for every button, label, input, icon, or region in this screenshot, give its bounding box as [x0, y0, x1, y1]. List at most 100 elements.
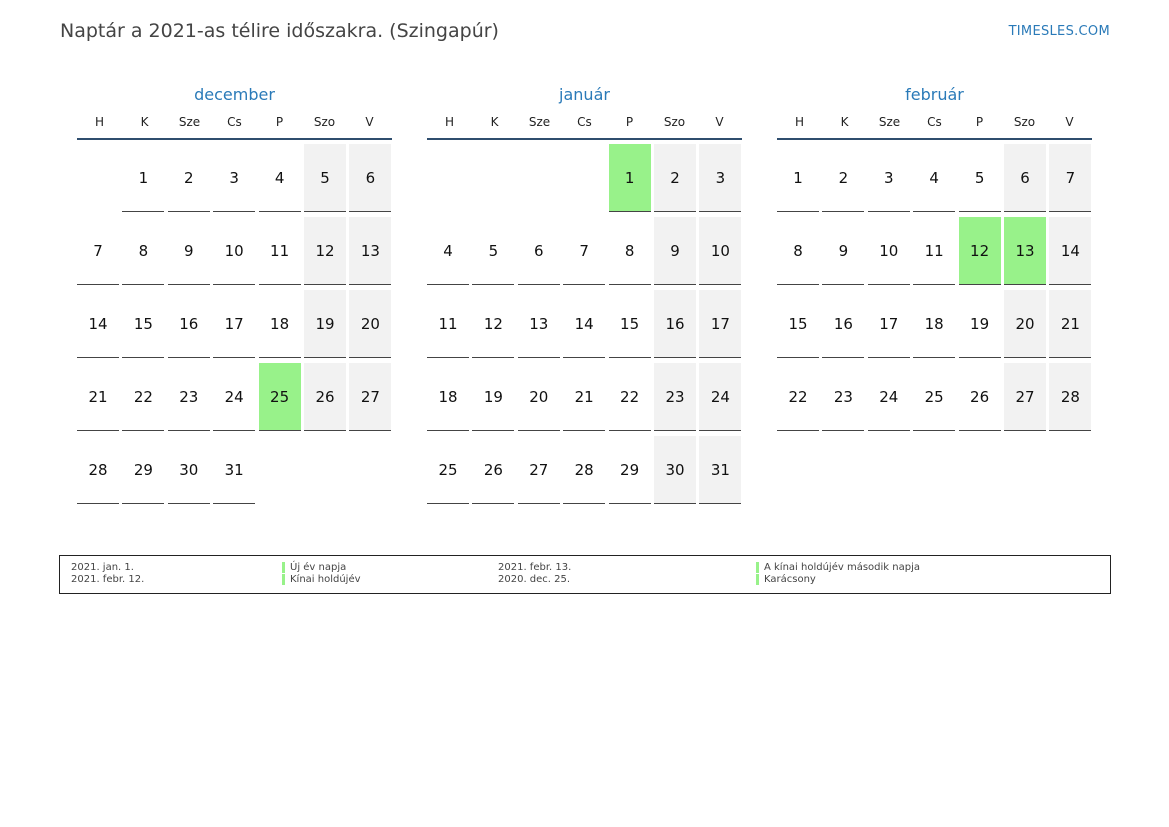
weekday-label: Szo: [663, 115, 686, 129]
day-cell: 6: [349, 144, 392, 212]
day-cell: 19: [304, 290, 346, 358]
day-cell: 17: [213, 290, 256, 358]
day-cell: 21: [1049, 290, 1092, 358]
day-cell: 5: [472, 217, 515, 285]
legend-date: 2021. febr. 12.: [71, 574, 145, 585]
day-cell: 6: [517, 217, 560, 285]
day-cell: 14: [1049, 217, 1092, 285]
weekday-label: K: [840, 115, 849, 129]
day-cell: 22: [122, 363, 165, 431]
month-0: december H K Sze Cs P Szo V 1 2 3 4 5 6 7 8 9 10 11 12 13 14 1…: [77, 84, 392, 504]
day-cell: 15: [122, 290, 165, 358]
weekday-label: Szo: [1013, 115, 1036, 129]
day-cell: 1: [122, 144, 165, 212]
day-cell: 3: [699, 144, 742, 212]
weekday-label: V: [1065, 115, 1074, 129]
legend-date: 2021. jan. 1.: [71, 562, 134, 573]
day-cell: 11: [258, 217, 301, 285]
day-cell: 24: [867, 363, 910, 431]
day-cell: 22: [608, 363, 651, 431]
day-cell: 31: [213, 436, 256, 504]
weekday-header: H K Sze Cs P Szo V: [77, 114, 392, 140]
day-cell: 5: [958, 144, 1001, 212]
month-name: február: [905, 85, 964, 104]
weekday-label: Szo: [313, 115, 336, 129]
month-2: február H K Sze Cs P Szo V 1 2 3 4 5 6 7 8 9 10 11 12 13 14 15…: [777, 84, 1092, 431]
day-cell: 1: [777, 144, 819, 212]
holiday-day-cell: 13: [1004, 217, 1046, 285]
day-cell: 11: [913, 217, 956, 285]
day-cell: 12: [472, 290, 515, 358]
day-cell: 4: [258, 144, 301, 212]
day-cell: 9: [822, 217, 865, 285]
weekday-label: Sze: [878, 115, 901, 129]
day-cell: 29: [608, 436, 651, 504]
legend-color-bar: [756, 574, 759, 585]
legend-holiday: Új év napja: [290, 562, 347, 573]
day-cell: 12: [304, 217, 346, 285]
day-cell: 14: [563, 290, 606, 358]
weekday-label: Sze: [178, 115, 201, 129]
day-cell: 3: [213, 144, 256, 212]
day-cell: 8: [777, 217, 819, 285]
brand-link[interactable]: TIMESLES.COM: [1008, 24, 1110, 39]
day-cell: 11: [427, 290, 469, 358]
weekday-label: P: [275, 115, 284, 129]
day-cell: 13: [349, 217, 392, 285]
day-cell: 26: [958, 363, 1001, 431]
day-cell: 30: [167, 436, 210, 504]
month-name: december: [194, 85, 275, 104]
day-cell: 2: [654, 144, 696, 212]
day-cell: 2: [822, 144, 865, 212]
day-cell: 13: [517, 290, 560, 358]
day-cell: 28: [563, 436, 606, 504]
weekday-label: K: [140, 115, 149, 129]
day-cell: 8: [122, 217, 165, 285]
day-cell: 7: [77, 217, 119, 285]
day-cell: 18: [258, 290, 301, 358]
day-cell: 18: [427, 363, 469, 431]
weekday-label: K: [490, 115, 499, 129]
day-cell: 9: [167, 217, 210, 285]
day-cell: 7: [563, 217, 606, 285]
day-cell: 9: [654, 217, 696, 285]
weekday-label: H: [94, 115, 105, 129]
weekday-label: P: [975, 115, 984, 129]
day-cell: 27: [1004, 363, 1046, 431]
day-cell: 29: [122, 436, 165, 504]
day-cell: 24: [213, 363, 256, 431]
weekday-label: P: [625, 115, 634, 129]
holiday-day-cell: 12: [958, 217, 1001, 285]
holiday-day-cell: 25: [258, 363, 301, 431]
month-1: január H K Sze Cs P Szo V 1 2 3 4 5 6 7 8 9 10 11 12 13 14 15 1…: [427, 84, 742, 504]
legend-color-bar: [282, 562, 285, 573]
day-cell: 21: [563, 363, 606, 431]
legend-date: 2021. febr. 13.: [498, 562, 572, 573]
day-cell: 17: [699, 290, 742, 358]
day-cell: 18: [913, 290, 956, 358]
day-cell: 25: [427, 436, 469, 504]
day-cell: 6: [1004, 144, 1046, 212]
day-cell: 25: [913, 363, 956, 431]
weekday-label: V: [715, 115, 724, 129]
day-cell: 27: [517, 436, 560, 504]
day-cell: 26: [304, 363, 346, 431]
legend-holiday: Kínai holdújév: [290, 574, 361, 585]
day-cell: 3: [867, 144, 910, 212]
day-cell: 2: [167, 144, 210, 212]
day-cell: 30: [654, 436, 696, 504]
day-cell: 14: [77, 290, 119, 358]
day-cell: 22: [777, 363, 819, 431]
day-cell: 26: [472, 436, 515, 504]
day-cell: 20: [349, 290, 392, 358]
weekday-label: Cs: [927, 115, 942, 129]
day-cell: 16: [822, 290, 865, 358]
day-cell: 5: [304, 144, 346, 212]
day-cell: 23: [167, 363, 210, 431]
weekday-label: H: [444, 115, 455, 129]
weekday-label: Cs: [227, 115, 242, 129]
day-cell: 20: [1004, 290, 1046, 358]
legend-holiday: A kínai holdújév második napja: [764, 562, 920, 573]
day-cell: 10: [699, 217, 742, 285]
day-cell: 15: [777, 290, 819, 358]
